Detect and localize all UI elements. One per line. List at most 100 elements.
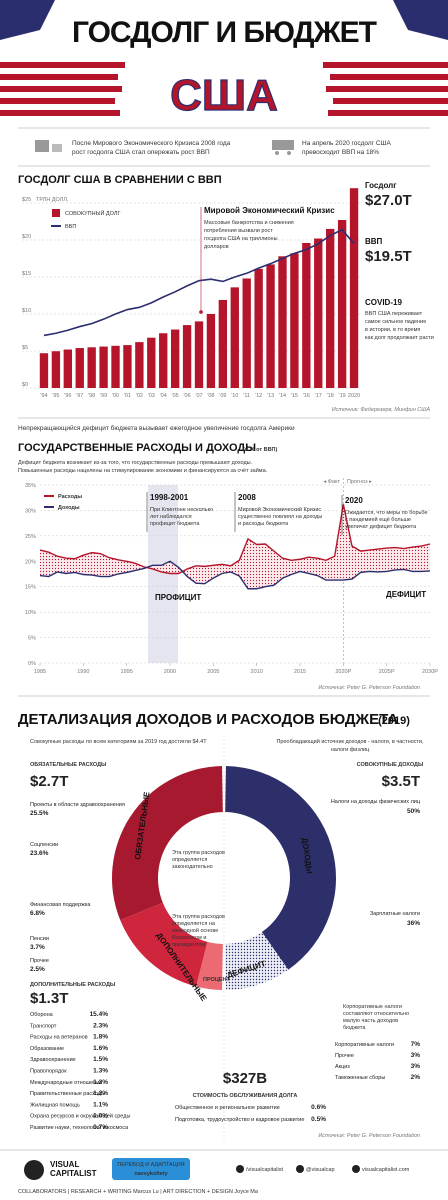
group-title: ДОПОЛНИТЕЛЬНЫЕ РАСХОДЫ <box>30 982 116 988</box>
badge-label: ПЕРЕВОД И АДАПТАЦИЯ <box>117 1162 184 1168</box>
x-tick-label: '14 <box>279 393 286 399</box>
bar <box>75 348 84 388</box>
x-tick-label: '00 <box>112 393 119 399</box>
item-label: Прочее <box>335 1053 354 1059</box>
source: Источник: Peter G. Peterson Foundation <box>318 685 420 691</box>
x-tick-label: '15 <box>291 393 298 399</box>
item-label: Правительственные расходы <box>30 1091 105 1097</box>
bar <box>87 347 96 388</box>
x-tick-label: '08 <box>207 393 214 399</box>
x-tick-label: '01 <box>124 393 131 399</box>
item-value: 0.6% <box>311 1104 326 1111</box>
item-label: Международные отношения <box>30 1080 102 1086</box>
x-tick-label: '06 <box>183 393 190 399</box>
item-label: Акциз <box>335 1064 350 1070</box>
legend-label: Расходы <box>58 494 82 500</box>
group-total: $1.3T <box>30 990 68 1007</box>
text-line: ВВП США переживает <box>365 311 423 317</box>
fact-label: ◂ Факт <box>323 479 340 485</box>
bar <box>111 345 120 388</box>
text-line: лет наблюдался <box>150 514 192 520</box>
x-tick-label: '99 <box>100 393 107 399</box>
group-note: Эта группа расходов <box>172 914 225 920</box>
text-line: и расходы бюджета <box>238 521 289 527</box>
badge-label: navsykoltety <box>134 1171 168 1177</box>
group-title: ОБЯЗАТЕЛЬНЫЕ РАСХОДЫ <box>30 762 107 768</box>
annotation-title: 2008 <box>238 493 256 502</box>
item-value: 6.8% <box>30 910 45 917</box>
forecast-label: Прогноз ▸ <box>347 479 372 485</box>
bar <box>254 268 263 388</box>
group-note: бюджета <box>343 1025 366 1031</box>
y-tick-label: $15 <box>22 271 31 277</box>
item-label: Расходы на ветеранов <box>30 1035 88 1041</box>
annotation: $19.5T <box>365 248 412 265</box>
group-title: СОВОКУПНЫЕ ДОХОДЫ <box>357 762 424 768</box>
legend-label: Доходы <box>58 505 80 511</box>
bar <box>266 264 275 388</box>
x-tick-label: '10 <box>231 393 238 399</box>
social: /visualcapitalist <box>246 1167 283 1173</box>
item-value: 3% <box>411 1052 421 1059</box>
bar <box>51 351 61 388</box>
y-tick-label: 20% <box>25 559 36 565</box>
x-tick-label: '05 <box>172 393 179 399</box>
item-value: 50% <box>407 808 420 815</box>
annotation-title: 1998-2001 <box>150 493 189 502</box>
y-tick-label: $10 <box>22 308 31 314</box>
bar <box>278 256 287 388</box>
y-tick-label: 30% <box>25 508 36 514</box>
item-value: 36% <box>407 920 420 927</box>
group-title: СТОИМОСТЬ ОБСЛУЖИВАНИЯ ДОЛГА <box>193 1093 298 1099</box>
annotation: $27.0T <box>365 192 412 209</box>
social-icon <box>352 1165 360 1173</box>
group-total: $327B <box>223 1070 267 1087</box>
x-tick-label: '17 <box>315 393 322 399</box>
group-note: ежегодной основе <box>172 927 218 934</box>
source: Источник: Peter G. Peterson Foundation <box>318 1133 420 1139</box>
item-label: Налоги на доходы физических лиц <box>331 799 421 805</box>
fact: На апрель 2020 госдолг США <box>302 140 391 147</box>
chart-title: ДЕТАЛИЗАЦИЯ ДОХОДОВ И РАСХОДОВ БЮДЖЕТА <box>18 711 399 728</box>
x-tick-label: 1995 <box>121 669 133 675</box>
annotation-title: 2020 <box>345 496 363 505</box>
x-tick-label: 2030P <box>422 669 438 675</box>
donut-segment <box>120 902 208 987</box>
text-line: самое сильное падение <box>365 319 426 325</box>
title-note: (в % от ВВП) <box>243 447 278 453</box>
x-tick-label: 2025P <box>379 669 395 675</box>
bar <box>337 220 347 388</box>
note: налоги физлиц <box>331 747 370 753</box>
brand: CAPITALIST <box>50 1169 97 1178</box>
item-label: Соцпенсии <box>30 842 58 848</box>
chart-year: (2019) <box>378 715 410 727</box>
item-value: 1.2% <box>93 1079 108 1086</box>
item-label: Таможенные сборы <box>335 1075 385 1081</box>
chart-title: ГОСУДАРСТВЕННЫЕ РАСХОДЫ И ДОХОДЫ <box>18 442 256 454</box>
fact: превосходит ВВП на 18% <box>302 149 379 156</box>
bar <box>147 337 156 388</box>
logo <box>24 1160 44 1180</box>
y-tick-label: $20 <box>22 234 31 240</box>
group-note: составляют относительно <box>343 1011 409 1017</box>
item-value: 15.4% <box>90 1011 109 1018</box>
x-tick-label: '16 <box>303 393 310 399</box>
text-line: долларов <box>204 244 229 250</box>
item-label: Подготовка, трудоустройство и кадровое р… <box>175 1116 304 1123</box>
group-note: законодательно <box>172 864 213 870</box>
bar <box>159 333 168 388</box>
donut-segment <box>196 941 223 990</box>
x-tick-label: 2020P <box>335 669 351 675</box>
bar <box>39 353 49 388</box>
group-note: определяется <box>172 857 207 863</box>
chart-title: ГОСДОЛГ США В СРАВНЕНИИ С ВВП <box>18 174 222 186</box>
text-line: с пандемией ещё больше <box>345 516 411 523</box>
group-note: президентом <box>172 942 205 948</box>
item-value: 1.3% <box>93 1068 108 1075</box>
item-label: Транспорт <box>30 1023 57 1029</box>
bar <box>302 242 311 388</box>
y-tick-label: 5% <box>28 636 36 642</box>
item-label: Охрана ресурсов и окружающей среды <box>30 1113 130 1120</box>
social-icon <box>296 1165 304 1173</box>
source: Источник: Федерезерв, Минфин США <box>332 407 431 413</box>
